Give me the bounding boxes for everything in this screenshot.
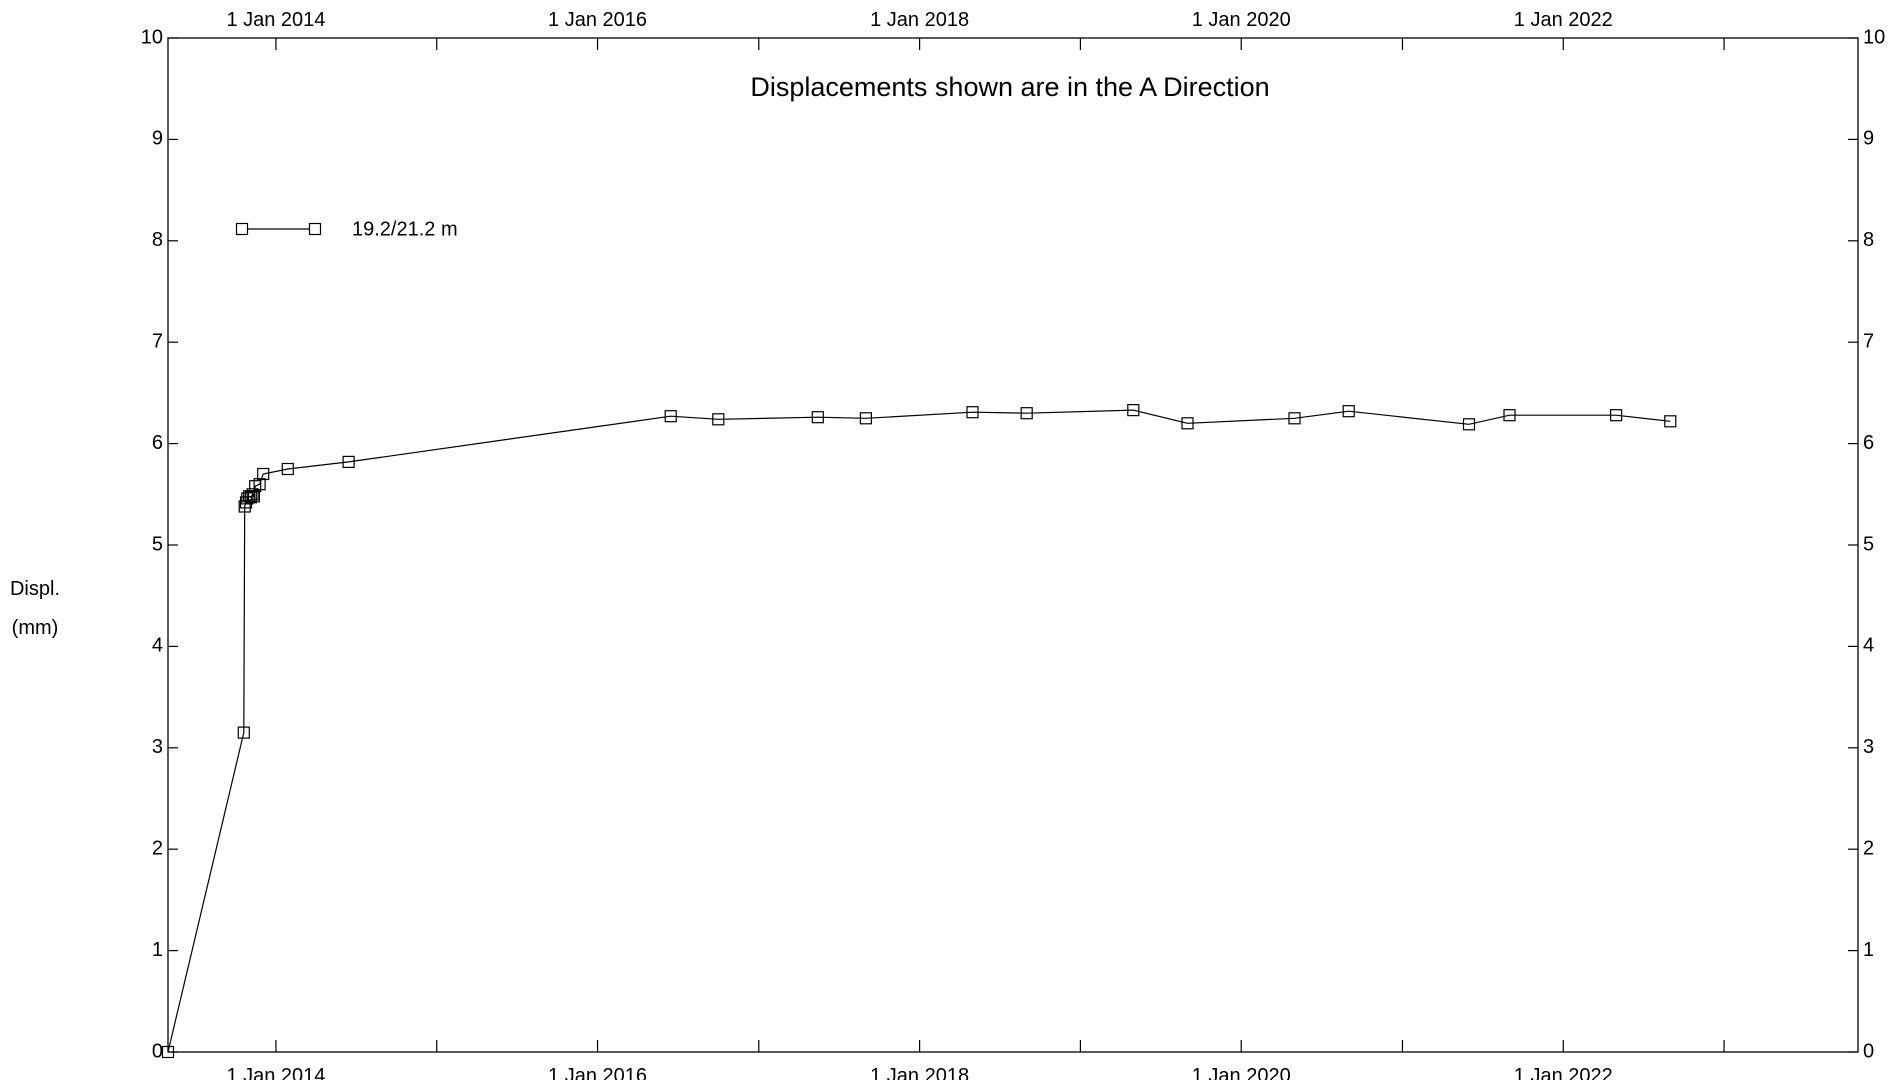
x-tick-label-bottom-3: 1 Jan 2020 (1192, 1065, 1291, 1080)
y-axis-ticks: 0 0 1 1 2 2 3 3 4 4 5 5 6 6 7 7 8 8 9 9 10 10 (141, 26, 1886, 1062)
x-tick-label-bottom-4: 1 Jan 2022 (1514, 1065, 1613, 1080)
x-tick-label-top-2: 1 Jan 2018 (870, 9, 969, 31)
y-axis-label-line1: Displ. (10, 578, 60, 600)
y-tick-label-left-6: 6 (152, 432, 163, 454)
data-point-marker-14 (664, 410, 677, 423)
y-tick-label-right-5: 5 (1863, 533, 1874, 555)
data-point-marker-11 (257, 467, 270, 481)
y-tick-label-left-9: 9 (152, 128, 163, 150)
x-tick-label-top-1: 1 Jan 2016 (548, 9, 647, 31)
y-tick-label-left-0: 0 (152, 1040, 163, 1062)
x-tick-label-top-4: 1 Jan 2022 (1514, 9, 1613, 31)
data-point-marker-7 (246, 488, 259, 501)
data-point-marker-15 (712, 413, 725, 426)
data-point-marker-12 (281, 462, 294, 476)
data-point-marker-10 (253, 478, 266, 491)
legend-marker-left (235, 222, 249, 236)
data-point-marker-2 (238, 500, 251, 513)
legend: 19.2/21.2 m (235, 218, 458, 240)
x-tick-label-bottom-2: 1 Jan 2018 (870, 1065, 969, 1080)
data-point-marker-25 (1503, 409, 1516, 422)
data-point-marker-23 (1342, 405, 1355, 418)
data-point-marker-0 (161, 1045, 175, 1059)
y-tick-label-right-6: 6 (1863, 432, 1874, 454)
series-markers-group (161, 404, 1677, 1059)
data-point-marker-13 (342, 455, 355, 468)
data-point-marker-24 (1462, 418, 1476, 431)
y-tick-label-left-5: 5 (152, 533, 163, 555)
y-tick-label-left-8: 8 (152, 229, 163, 251)
data-point-marker-20 (1127, 404, 1140, 417)
data-point-marker-16 (811, 411, 824, 424)
series-line-0 (167, 409, 1671, 1053)
y-tick-label-left-3: 3 (152, 736, 163, 758)
data-point-marker-18 (966, 406, 979, 419)
chart-title: Displacements shown are in the A Directi… (750, 72, 1269, 102)
y-tick-label-right-2: 2 (1863, 837, 1874, 859)
legend-label: 19.2/21.2 m (352, 218, 458, 240)
y-tick-label-right-3: 3 (1863, 736, 1874, 758)
y-tick-label-right-8: 8 (1863, 229, 1874, 251)
y-tick-label-right-10: 10 (1863, 26, 1885, 48)
data-point-marker-9 (249, 480, 262, 493)
y-tick-label-left-4: 4 (152, 635, 163, 657)
y-tick-label-right-1: 1 (1863, 939, 1874, 961)
series-line-group (167, 409, 1671, 1053)
x-axis-ticks: 1 Jan 2014 1 Jan 2014 1 Jan 2016 1 Jan 2016… (226, 9, 1725, 1080)
y-tick-label-left-1: 1 (152, 939, 163, 961)
data-point-marker-8 (247, 490, 260, 503)
data-point-marker-1 (237, 726, 250, 739)
data-point-marker-26 (1609, 409, 1623, 422)
x-tick-label-top-0: 1 Jan 2014 (226, 9, 325, 31)
data-point-marker-27 (1664, 415, 1677, 428)
y-axis-label-line2: (mm) (12, 617, 59, 639)
data-point-marker-21 (1181, 417, 1194, 430)
y-tick-label-right-7: 7 (1863, 330, 1874, 352)
x-tick-label-top-3: 1 Jan 2020 (1192, 9, 1291, 31)
y-tick-label-right-4: 4 (1863, 635, 1874, 657)
x-tick-label-bottom-0: 1 Jan 2014 (226, 1065, 325, 1080)
legend-marker-right (308, 222, 322, 236)
x-tick-label-bottom-1: 1 Jan 2016 (548, 1065, 647, 1080)
data-point-marker-19 (1020, 407, 1033, 420)
y-tick-label-right-0: 0 (1863, 1040, 1874, 1062)
y-tick-label-left-2: 2 (152, 837, 163, 859)
y-tick-label-left-7: 7 (152, 330, 163, 352)
y-tick-label-left-10: 10 (141, 26, 163, 48)
data-point-marker-17 (859, 412, 873, 425)
plot-frame (167, 37, 1859, 1053)
data-point-marker-22 (1288, 412, 1301, 425)
y-tick-label-right-9: 9 (1863, 128, 1874, 150)
